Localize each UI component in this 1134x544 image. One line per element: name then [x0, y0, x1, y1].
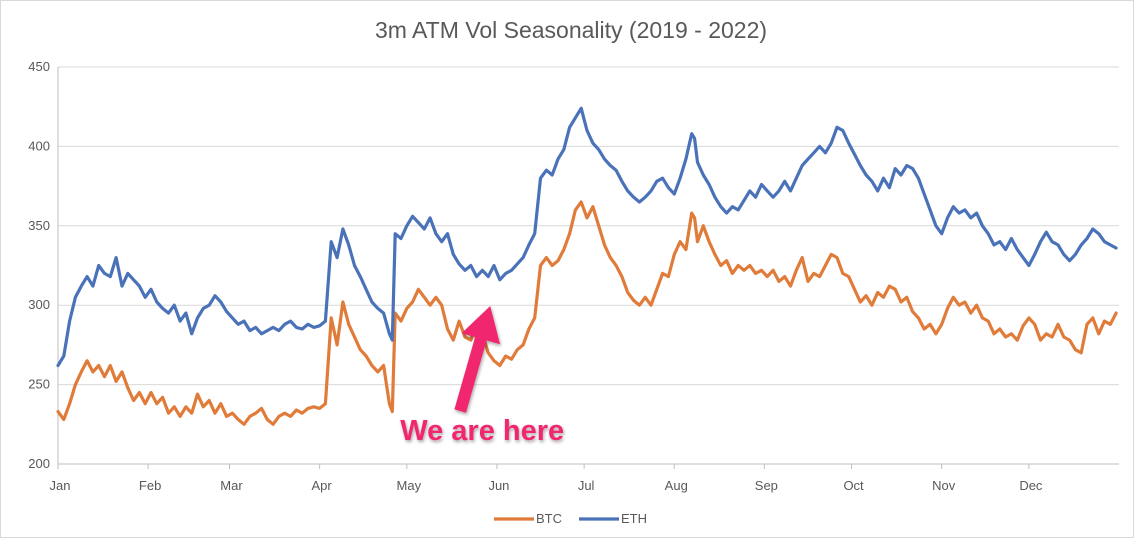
legend-label: BTC: [536, 511, 562, 526]
y-tick-label: 200: [28, 456, 50, 471]
x-tick-label: Jan: [50, 478, 71, 493]
legend-item-btc: BTC: [494, 511, 562, 526]
x-tick-label: Feb: [139, 478, 161, 493]
x-tick-label: Nov: [932, 478, 956, 493]
x-tick-label: Jun: [488, 478, 509, 493]
x-tick-label: Sep: [755, 478, 778, 493]
legend-label: ETH: [621, 511, 647, 526]
axes: 200 250 300 350 400 450 Jan Feb Mar Apr May Jun Jul A…: [28, 59, 1119, 493]
legend: BTC ETH: [494, 511, 647, 526]
x-tick-label: May: [397, 478, 422, 493]
y-tick-label: 250: [28, 377, 50, 392]
series-line-btc: [56, 200, 1118, 426]
x-tick-label: Apr: [311, 478, 332, 493]
chart-title: 3m ATM Vol Seasonality (2019 - 2022): [375, 17, 767, 43]
series-lines: [56, 106, 1118, 426]
series-line-eth: [56, 106, 1118, 368]
x-tick-label: Mar: [220, 478, 243, 493]
gridlines: [58, 66, 1119, 386]
x-tick-label: Dec: [1019, 478, 1043, 493]
x-tick-label: Aug: [665, 478, 688, 493]
y-tick-label: 300: [28, 297, 50, 312]
legend-item-eth: ETH: [579, 511, 647, 526]
annotation-text: We are here: [400, 415, 564, 447]
x-tick-label: Oct: [843, 478, 864, 493]
x-tick-label: Jul: [578, 478, 595, 493]
y-tick-label: 400: [28, 138, 50, 153]
y-tick-label: 450: [28, 59, 50, 74]
y-tick-label: 350: [28, 218, 50, 233]
annotation: We are here: [400, 306, 564, 447]
annotation-arrow: [454, 306, 501, 413]
